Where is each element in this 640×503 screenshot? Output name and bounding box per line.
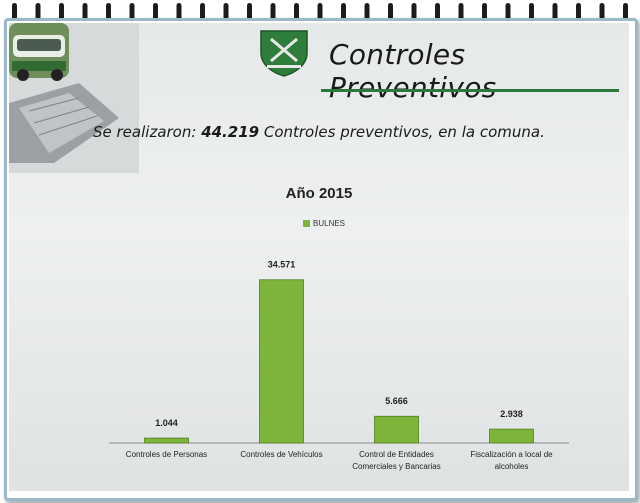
- spiral-ring: [270, 3, 276, 21]
- category-label: Comerciales y Bancarias: [352, 462, 440, 471]
- chart-title: Año 2015: [285, 185, 353, 202]
- category-label: Controles de Vehículos: [240, 450, 322, 459]
- spiral-ring: [35, 3, 41, 21]
- spiral-ring: [364, 3, 370, 21]
- police-car-image: [9, 23, 139, 173]
- title-underline: [321, 89, 619, 92]
- spiral-ring: [223, 3, 229, 21]
- spiral-ring: [458, 3, 464, 21]
- spiral-ring: [576, 3, 581, 21]
- spiral-binding: [12, 3, 628, 21]
- bar: [489, 428, 534, 444]
- bar: [259, 279, 304, 444]
- spiral-ring: [552, 3, 558, 21]
- spiral-ring: [153, 3, 158, 21]
- spiral-ring: [341, 3, 346, 21]
- spiral-ring: [599, 3, 605, 21]
- chart-legend: BULNES: [303, 219, 345, 228]
- bar-chart: 1.044 Controles de Personas 34.571 Controle…: [109, 260, 569, 471]
- spiral-ring: [435, 3, 440, 21]
- spiral-ring: [59, 3, 64, 21]
- data-label: 34.571: [268, 260, 296, 270]
- carabineros-badge-icon: [260, 30, 308, 77]
- spiral-ring: [247, 3, 252, 21]
- slide-title: Controles Preventivos: [329, 38, 497, 104]
- category-label: Fiscalización a local de: [470, 450, 553, 459]
- bar: [374, 415, 419, 444]
- spiral-ring: [106, 3, 111, 21]
- spiral-ring: [529, 3, 534, 21]
- slide: Controles Preventivos Se realizaron: 44.…: [9, 23, 629, 491]
- data-label: 1.044: [155, 418, 178, 428]
- spiral-ring: [129, 3, 135, 21]
- bar: [144, 437, 189, 444]
- category-label: Control de Entidades: [359, 450, 434, 459]
- spiral-ring: [623, 3, 628, 21]
- subtitle-suffix: Controles preventivos, en la comuna.: [259, 123, 545, 141]
- spiral-ring: [294, 3, 299, 21]
- spiral-ring: [176, 3, 182, 21]
- spiral-ring: [388, 3, 393, 21]
- spiral-ring: [505, 3, 511, 21]
- category-label: alcoholes: [495, 462, 529, 471]
- spiral-ring: [411, 3, 417, 21]
- spiral-ring: [82, 3, 88, 21]
- subtitle-prefix: Se realizaron:: [93, 123, 202, 141]
- spiral-ring: [317, 3, 323, 21]
- subtitle-total: 44.219: [201, 123, 260, 141]
- spiral-ring: [482, 3, 487, 21]
- data-label: 5.666: [385, 396, 408, 406]
- slide-subtitle: Se realizaron: 44.219 Controles preventi…: [93, 123, 545, 141]
- category-label: Controles de Personas: [126, 450, 207, 459]
- spiral-ring: [200, 3, 205, 21]
- legend-label: BULNES: [313, 219, 346, 228]
- data-label: 2.938: [500, 409, 523, 419]
- legend-swatch: [303, 220, 310, 227]
- spiral-ring: [12, 3, 17, 21]
